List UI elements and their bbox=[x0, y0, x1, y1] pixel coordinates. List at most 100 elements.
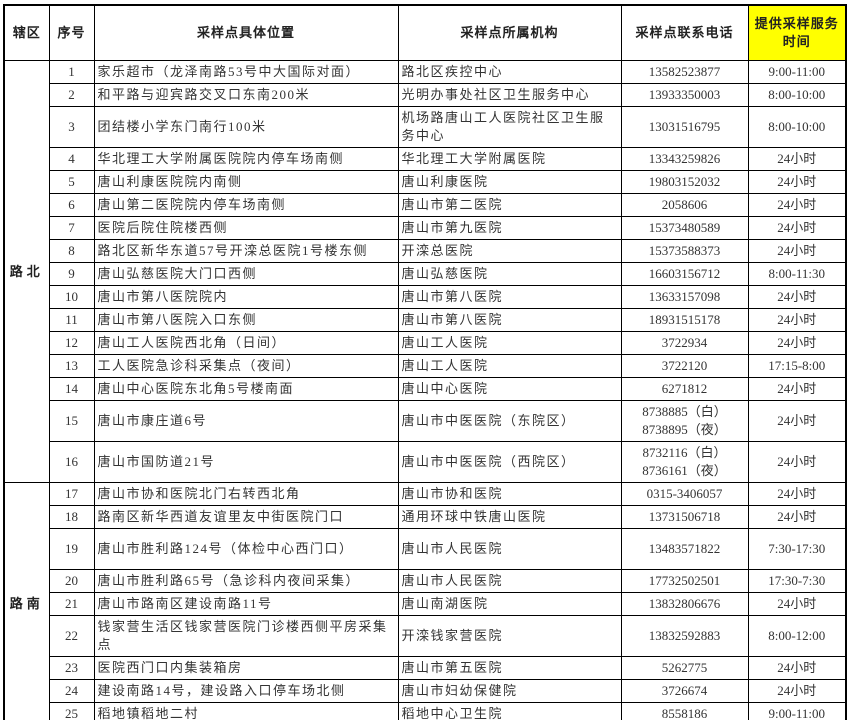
row-number-cell: 9 bbox=[48, 262, 95, 286]
location-cell: 路南区新华西道友谊里友中街医院门口 bbox=[93, 505, 399, 529]
table-row: 8 路北区新华东道57号开滦总医院1号楼东侧 开滦总医院 15373588373… bbox=[4, 239, 847, 263]
institution-cell: 开滦总医院 bbox=[397, 239, 622, 263]
phone-cell: 3722934 bbox=[620, 331, 749, 355]
row-number-cell: 20 bbox=[48, 569, 95, 593]
table-row: 11 唐山市第八医院入口东侧 唐山市第八医院 18931515178 24小时 bbox=[4, 308, 847, 332]
location-cell: 唐山工人医院西北角（日间） bbox=[93, 331, 399, 355]
col-header-location: 采样点具体位置 bbox=[93, 4, 399, 61]
service-time-cell: 24小时 bbox=[747, 239, 847, 263]
table-row: 3 团结楼小学东门南行100米 机场路唐山工人医院社区卫生服务中心 130315… bbox=[4, 106, 847, 148]
institution-cell: 唐山工人医院 bbox=[397, 331, 622, 355]
table-row: 18 路南区新华西道友谊里友中街医院门口 通用环球中铁唐山医院 13731506… bbox=[4, 505, 847, 529]
table-row: 19 唐山市胜利路124号（体检中心西门口） 唐山市人民医院 134835718… bbox=[4, 528, 847, 570]
phone-cell: 13343259826 bbox=[620, 147, 749, 171]
service-time-cell: 24小时 bbox=[747, 592, 847, 616]
phone-cell: 6271812 bbox=[620, 377, 749, 401]
location-cell: 建设南路14号，建设路入口停车场北侧 bbox=[93, 679, 399, 703]
location-cell: 唐山市胜利路124号（体检中心西门口） bbox=[93, 528, 399, 570]
institution-cell: 唐山市妇幼保健院 bbox=[397, 679, 622, 703]
row-number-cell: 8 bbox=[48, 239, 95, 263]
row-number-cell: 1 bbox=[48, 60, 95, 84]
table-row: 9 唐山弘慈医院大门口西侧 唐山弘慈医院 16603156712 8:00-11… bbox=[4, 262, 847, 286]
table-row: 6 唐山第二医院院内停车场南侧 唐山市第二医院 2058606 24小时 bbox=[4, 193, 847, 217]
institution-cell: 唐山南湖医院 bbox=[397, 592, 622, 616]
service-time-cell: 24小时 bbox=[747, 285, 847, 309]
table-row: 23 医院西门口内集装箱房 唐山市第五医院 5262775 24小时 bbox=[4, 656, 847, 680]
row-number-cell: 3 bbox=[48, 106, 95, 148]
table-row: 5 唐山利康医院院内南侧 唐山利康医院 19803152032 24小时 bbox=[4, 170, 847, 194]
row-number-cell: 4 bbox=[48, 147, 95, 171]
phone-cell: 2058606 bbox=[620, 193, 749, 217]
service-time-cell: 9:00-11:00 bbox=[747, 60, 847, 84]
phone-cell: 0315-3406057 bbox=[620, 482, 749, 506]
table-row: 24 建设南路14号，建设路入口停车场北侧 唐山市妇幼保健院 3726674 2… bbox=[4, 679, 847, 703]
service-time-cell: 8:00-10:00 bbox=[747, 83, 847, 107]
row-number-cell: 22 bbox=[48, 615, 95, 657]
table-row: 15 唐山市康庄道6号 唐山市中医医院（东院区） 8738885（白） 8738… bbox=[4, 400, 847, 442]
phone-cell: 13832806676 bbox=[620, 592, 749, 616]
service-time-cell: 9:00-11:00 bbox=[747, 702, 847, 720]
phone-cell: 13582523877 bbox=[620, 60, 749, 84]
row-number-cell: 16 bbox=[48, 441, 95, 483]
institution-cell: 唐山市人民医院 bbox=[397, 569, 622, 593]
phone-cell: 17732502501 bbox=[620, 569, 749, 593]
header-row: 辖区 序号 采样点具体位置 采样点所属机构 采样点联系电话 提供采样服务时间 bbox=[3, 4, 847, 61]
service-time-cell: 24小时 bbox=[747, 482, 847, 506]
phone-cell: 15373588373 bbox=[620, 239, 749, 263]
institution-cell: 通用环球中铁唐山医院 bbox=[397, 505, 622, 529]
institution-cell: 唐山市第九医院 bbox=[397, 216, 622, 240]
service-time-cell: 24小时 bbox=[747, 505, 847, 529]
location-cell: 医院西门口内集装箱房 bbox=[93, 656, 399, 680]
table-row: 路北 1 家乐超市（龙泽南路53号中大国际对面） 路北区疾控中心 13582523… bbox=[3, 60, 847, 483]
location-cell: 团结楼小学东门南行100米 bbox=[93, 106, 399, 148]
institution-cell: 唐山市第八医院 bbox=[397, 308, 622, 332]
phone-cell: 3726674 bbox=[620, 679, 749, 703]
row-number-cell: 10 bbox=[48, 285, 95, 309]
location-cell: 唐山市康庄道6号 bbox=[93, 400, 399, 442]
location-cell: 唐山市胜利路65号（急诊科内夜间采集） bbox=[93, 569, 399, 593]
institution-cell: 开滦钱家营医院 bbox=[397, 615, 622, 657]
row-number-cell: 24 bbox=[48, 679, 95, 703]
table-row: 20 唐山市胜利路65号（急诊科内夜间采集） 唐山市人民医院 177325025… bbox=[4, 569, 847, 593]
location-cell: 钱家营生活区钱家营医院门诊楼西侧平房采集点 bbox=[93, 615, 399, 657]
phone-cell: 13633157098 bbox=[620, 285, 749, 309]
location-cell: 唐山市协和医院北门右转西北角 bbox=[93, 482, 399, 506]
table-row: 25 稻地镇稻地二村 稻地中心卫生院 8558186 9:00-11:00 bbox=[4, 702, 847, 720]
institution-cell: 唐山市第五医院 bbox=[397, 656, 622, 680]
institution-cell: 机场路唐山工人医院社区卫生服务中心 bbox=[397, 106, 622, 148]
table-row: 4 华北理工大学附属医院院内停车场南侧 华北理工大学附属医院 133432598… bbox=[4, 147, 847, 171]
service-time-cell: 24小时 bbox=[747, 400, 847, 442]
table-body: 路北 1 家乐超市（龙泽南路53号中大国际对面） 路北区疾控中心 13582523… bbox=[3, 60, 847, 720]
row-number-cell: 25 bbox=[48, 702, 95, 720]
table-row: 2 和平路与迎宾路交叉口东南200米 光明办事处社区卫生服务中心 1393335… bbox=[4, 83, 847, 107]
service-time-cell: 24小时 bbox=[747, 170, 847, 194]
phone-cell: 13933350003 bbox=[620, 83, 749, 107]
institution-cell: 唐山市人民医院 bbox=[397, 528, 622, 570]
service-time-cell: 7:30-17:30 bbox=[747, 528, 847, 570]
institution-cell: 唐山市中医医院（西院区） bbox=[397, 441, 622, 483]
table-row: 10 唐山市第八医院院内 唐山市第八医院 13633157098 24小时 bbox=[4, 285, 847, 309]
location-cell: 医院后院住院楼西侧 bbox=[93, 216, 399, 240]
phone-cell: 16603156712 bbox=[620, 262, 749, 286]
row-number-cell: 15 bbox=[48, 400, 95, 442]
row-number-cell: 18 bbox=[48, 505, 95, 529]
row-number-cell: 21 bbox=[48, 592, 95, 616]
service-time-cell: 8:00-12:00 bbox=[747, 615, 847, 657]
location-cell: 和平路与迎宾路交叉口东南200米 bbox=[93, 83, 399, 107]
location-cell: 唐山第二医院院内停车场南侧 bbox=[93, 193, 399, 217]
service-time-cell: 24小时 bbox=[747, 308, 847, 332]
col-header-number: 序号 bbox=[48, 4, 95, 61]
row-number-cell: 5 bbox=[48, 170, 95, 194]
institution-cell: 唐山市协和医院 bbox=[397, 482, 622, 506]
service-time-cell: 24小时 bbox=[747, 216, 847, 240]
location-cell: 唐山市国防道21号 bbox=[93, 441, 399, 483]
col-header-district: 辖区 bbox=[3, 4, 50, 61]
table-row: 16 唐山市国防道21号 唐山市中医医院（西院区） 8732116（白） 873… bbox=[4, 441, 847, 483]
row-number-cell: 11 bbox=[48, 308, 95, 332]
institution-cell: 路北区疾控中心 bbox=[397, 60, 622, 84]
service-time-cell: 8:00-10:00 bbox=[747, 106, 847, 148]
phone-cell: 13731506718 bbox=[620, 505, 749, 529]
service-time-cell: 8:00-11:30 bbox=[747, 262, 847, 286]
col-header-service-time: 提供采样服务时间 bbox=[747, 4, 847, 61]
phone-cell: 8732116（白） 8736161（夜） bbox=[620, 441, 749, 483]
